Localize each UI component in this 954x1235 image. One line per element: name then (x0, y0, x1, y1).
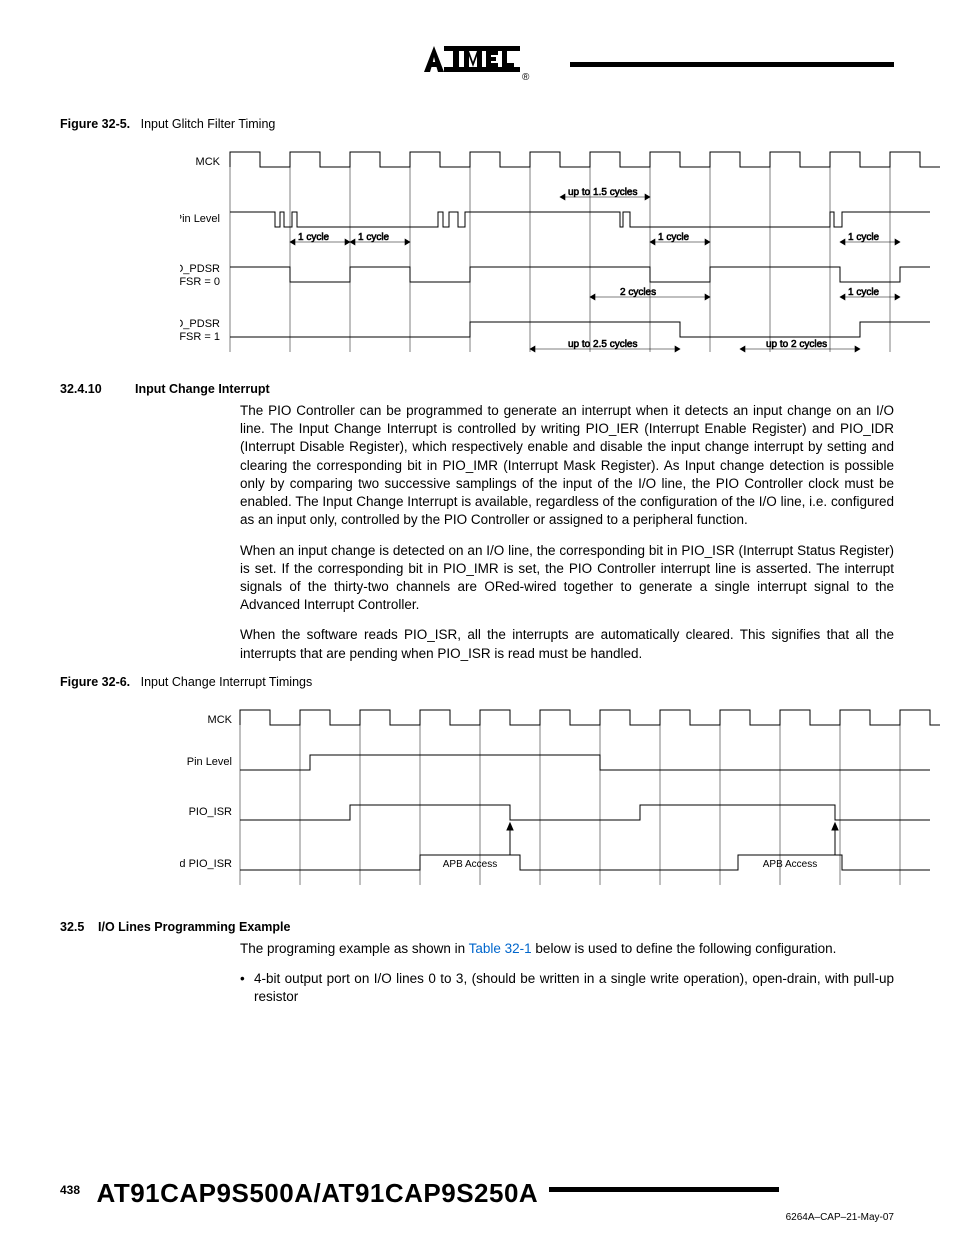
footer-title: AT91CAP9S500A/AT91CAP9S250A (96, 1178, 538, 1208)
section-1-num: 32.4.10 (60, 382, 135, 396)
figure-2-diagram: APB Access APB Access MCK Pin Level PIO_… (180, 695, 894, 900)
figure-1-diagram: 1 cycle 1 cycle up to 1.5 cycles 1 cycle… (180, 137, 894, 362)
svg-text:®: ® (522, 72, 530, 82)
figure-2-caption: Figure 32-6. Input Change Interrupt Timi… (60, 675, 894, 689)
anno-1cycle-e: 1 cycle (848, 287, 880, 298)
header-rule (570, 62, 894, 67)
sig2-pin: Pin Level (187, 756, 232, 768)
apb-access-2: APB Access (763, 859, 817, 870)
atmel-logo: ® (422, 40, 532, 82)
anno-1cycle-b: 1 cycle (358, 232, 390, 243)
section-1-p2: When an input change is detected on an I… (240, 542, 894, 615)
sig-pdsr1: PIO_PDSR (180, 318, 220, 330)
table-link[interactable]: Table 32-1 (469, 941, 532, 956)
footer-docid: 6264A–CAP–21-May-07 (786, 1212, 894, 1223)
sig2-read: Read PIO_ISR (180, 858, 232, 870)
figure-1-caption: Figure 32-5. Input Glitch Filter Timing (60, 117, 894, 131)
sig-pinlevel: Pin Level (180, 213, 220, 225)
section-2-title: I/O Lines Programming Example (98, 920, 290, 934)
section-1-p3: When the software reads PIO_ISR, all the… (240, 626, 894, 662)
figure-1-num: Figure 32-5. (60, 117, 130, 131)
section-1-p1: The PIO Controller can be programmed to … (240, 402, 894, 530)
header: ® (60, 40, 894, 87)
section-2-bullet-1: • 4-bit output port on I/O lines 0 to 3,… (240, 970, 894, 1006)
anno-2cycles: 2 cycles (620, 287, 656, 298)
bullet-icon: • (240, 970, 254, 1006)
anno-2p5: up to 2.5 cycles (568, 339, 637, 350)
anno-1cycle-c: 1 cycle (658, 232, 690, 243)
section-2-p1: The programing example as shown in Table… (240, 940, 894, 958)
section-1-heading: 32.4.10Input Change Interrupt (60, 382, 894, 396)
anno-1cycle-a: 1 cycle (298, 232, 330, 243)
sig2-mck: MCK (208, 714, 233, 726)
figure-1-title: Input Glitch Filter Timing (141, 117, 276, 131)
sig-pdsr1-sub: if PIO_IFSR = 1 (180, 331, 220, 343)
footer: 438 AT91CAP9S500A/AT91CAP9S250A 6264A–CA… (60, 1178, 894, 1209)
anno-1cycle-d: 1 cycle (848, 232, 880, 243)
apb-access-1: APB Access (443, 859, 497, 870)
anno-1p5: up to 1.5 cycles (568, 187, 637, 198)
section-2-heading: 32.5I/O Lines Programming Example (60, 920, 894, 934)
page-number: 438 (60, 1183, 80, 1197)
sig-mck: MCK (196, 156, 221, 168)
footer-rule (549, 1187, 779, 1192)
figure-2-title: Input Change Interrupt Timings (141, 675, 313, 689)
sig2-isr: PIO_ISR (189, 806, 232, 818)
figure-2-num: Figure 32-6. (60, 675, 130, 689)
section-1-title: Input Change Interrupt (135, 382, 270, 396)
anno-2cyc: up to 2 cycles (766, 339, 827, 350)
sig-pdsr0-sub: if PIO_IFSR = 0 (180, 276, 220, 288)
section-2-num: 32.5 (60, 920, 98, 934)
sig-pdsr0: PIO_PDSR (180, 263, 220, 275)
